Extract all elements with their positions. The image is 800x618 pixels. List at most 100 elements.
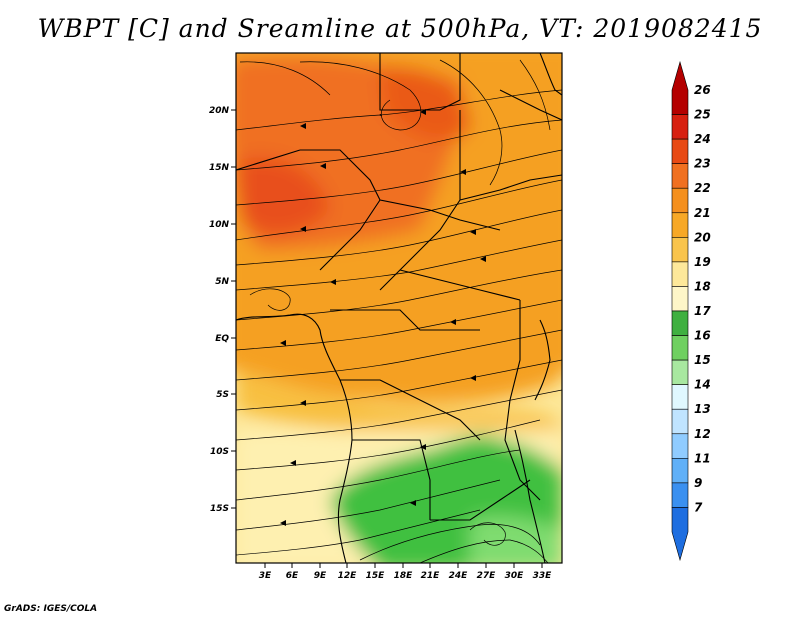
streamline	[239, 61, 331, 96]
colorbar-label: 22	[694, 181, 711, 195]
lon-label: 30E	[505, 571, 525, 581]
border-ethiopia	[459, 174, 562, 201]
colorbar-swatch	[671, 212, 689, 238]
streamline-arrow	[480, 256, 486, 262]
colorbar-label: 17	[694, 304, 711, 318]
streamline	[236, 269, 562, 321]
colorbar-label: 14	[694, 378, 711, 392]
streamline-arrow	[330, 279, 336, 285]
lake-victoria	[534, 319, 551, 401]
colorbar-label: 7	[694, 500, 703, 514]
lon-label: 21E	[421, 571, 441, 581]
lat-label: 20N	[209, 106, 230, 116]
colorbar-swatch	[671, 187, 689, 214]
streamline-arrow	[280, 520, 286, 526]
streamline	[359, 524, 541, 561]
colorbar-swatch	[671, 458, 689, 484]
streamline-arrow	[470, 375, 476, 381]
grads-credit: GrADS: IGES/COLA	[4, 604, 98, 614]
streamline	[299, 61, 422, 131]
colorbar-label: 24	[694, 132, 711, 146]
border-east-africa	[504, 300, 541, 501]
colorbar-swatch	[671, 310, 689, 336]
streamline	[469, 522, 506, 546]
colorbar-labels: 26 25 24 23 22 21 20 19 18 17 16 15 14 13 12 11 9 7	[694, 83, 711, 514]
lat-label: EQ	[215, 334, 229, 344]
country-boundaries	[236, 53, 562, 563]
light-orange-band	[236, 370, 562, 440]
streamline-arrow	[290, 460, 296, 466]
colorbar-label: 9	[694, 476, 702, 490]
streamline-arrow	[470, 229, 476, 235]
colorbar-swatch	[671, 286, 689, 312]
red-sea-coast	[499, 89, 562, 121]
colorbar-swatch	[671, 163, 689, 189]
streamline	[236, 119, 562, 171]
streamline-arrow	[300, 226, 306, 232]
orange-tongue-equator	[236, 250, 562, 404]
streamline	[236, 479, 501, 531]
streamline	[439, 59, 503, 186]
colorbar-label: 12	[694, 427, 711, 441]
colorbar-label: 23	[694, 157, 711, 171]
lon-label: 24E	[449, 571, 469, 581]
colorbar-label: 13	[694, 402, 711, 416]
colorbar-swatch	[671, 138, 689, 164]
lon-label: 15E	[366, 571, 386, 581]
lon-label: 9E	[314, 571, 327, 581]
streamline-arrow	[420, 444, 426, 450]
streamline	[236, 449, 521, 501]
colorbar-label: 18	[694, 279, 711, 293]
streamline	[519, 59, 551, 131]
lat-label: 5S	[216, 390, 229, 400]
lon-label: 27E	[477, 571, 497, 581]
lon-label: 3E	[259, 571, 272, 581]
wbpt-fill-field	[236, 53, 562, 563]
border-zambia-zimbabwe	[430, 479, 531, 521]
lake-malawi	[514, 429, 546, 563]
streamline	[236, 299, 562, 351]
colorbar-label: 20	[694, 230, 711, 244]
sinai	[539, 53, 562, 96]
hot-core-west	[240, 157, 330, 234]
streamline-arrow	[450, 319, 456, 325]
colorbar-swatch	[671, 507, 689, 562]
colorbar-swatch	[671, 335, 689, 361]
streamline	[419, 539, 549, 563]
colorbar-swatch	[671, 482, 689, 508]
colorbar-label: 21	[694, 206, 711, 220]
border-congo	[330, 309, 480, 331]
colorbar-swatch	[671, 359, 689, 385]
streamline	[236, 389, 562, 441]
hot-core-nile	[380, 67, 470, 141]
streamline	[236, 329, 562, 381]
colorbar-label: 15	[694, 353, 711, 367]
map-title: WBPT [C] and Sreamline at 500hPa, VT: 20…	[37, 14, 763, 43]
colorbar-swatches	[671, 60, 689, 562]
streamline	[249, 288, 291, 311]
lat-label: 10N	[209, 220, 230, 230]
streamline	[236, 149, 562, 206]
streamline-arrow	[300, 123, 306, 129]
lat-axis: 20N 15N 10N 5N EQ 5S 10S 15S	[209, 106, 236, 514]
lat-label: 15S	[210, 504, 229, 514]
colorbar-swatch	[671, 261, 689, 287]
colorbar-label: 19	[694, 255, 711, 269]
lon-label: 33E	[533, 571, 553, 581]
lon-axis: 3E 6E 9E 12E 15E 18E 21E 24E 27E 30E 33E	[259, 563, 552, 581]
colorbar-swatch	[671, 237, 689, 263]
lat-label: 10S	[210, 447, 229, 457]
colorbar-swatch	[671, 433, 689, 459]
colorbar-swatch	[671, 384, 689, 410]
colorbar-label: 26	[694, 83, 711, 97]
colorbar-label: 25	[694, 108, 711, 122]
streamline-arrow	[460, 169, 466, 175]
colorbar-label: 16	[694, 329, 711, 343]
streamline	[236, 509, 481, 556]
colorbar-swatch	[671, 60, 689, 115]
light-green-region	[470, 515, 562, 563]
lat-label: 5N	[215, 277, 229, 287]
border-sudan	[379, 110, 461, 291]
